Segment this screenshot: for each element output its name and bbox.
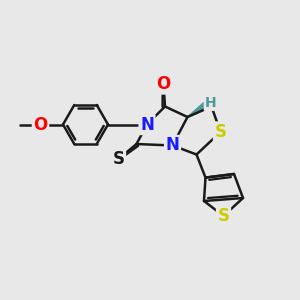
Text: S: S (218, 207, 230, 225)
Text: O: O (156, 75, 171, 93)
Text: O: O (33, 116, 48, 134)
Text: S: S (214, 123, 226, 141)
Text: N: N (166, 136, 179, 154)
Text: H: H (205, 96, 217, 110)
Text: N: N (140, 116, 154, 134)
Text: S: S (112, 150, 124, 168)
Polygon shape (188, 103, 207, 117)
